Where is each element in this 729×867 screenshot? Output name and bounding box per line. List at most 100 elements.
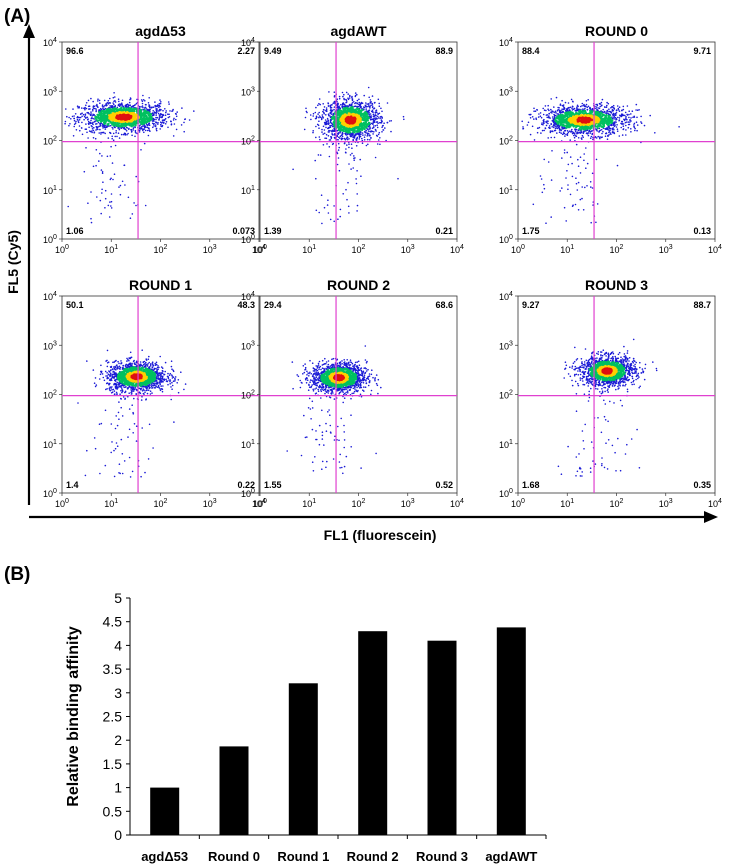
event-dot — [140, 106, 142, 108]
event-dot — [101, 188, 103, 191]
event-dot — [155, 361, 158, 364]
event-dot — [625, 129, 627, 131]
event-dot — [146, 126, 148, 128]
event-dot — [554, 110, 557, 113]
event-dot — [106, 365, 109, 368]
tick-label: 103 — [401, 244, 415, 255]
event-dot — [309, 114, 312, 116]
event-dot — [318, 116, 320, 119]
event-dot — [535, 118, 538, 121]
event-dot — [183, 121, 185, 124]
quadrant-ur: 88.9 — [435, 46, 453, 56]
event-dot — [608, 134, 610, 136]
event-dot — [129, 104, 132, 106]
event-dot — [351, 99, 354, 102]
event-dot — [363, 136, 366, 138]
event-dot — [317, 124, 320, 127]
event-dot — [150, 107, 153, 109]
tick-label: 100 — [253, 244, 267, 255]
event-dot — [103, 379, 106, 382]
event-dot — [133, 202, 135, 204]
event-dot — [132, 390, 135, 392]
event-dot — [319, 103, 322, 106]
event-dot — [101, 373, 104, 375]
event-dot — [141, 105, 144, 107]
event-dot — [550, 108, 552, 111]
event-dot — [570, 130, 573, 132]
event-dot — [329, 218, 332, 221]
event-dot — [146, 365, 149, 367]
event-dot — [356, 204, 359, 207]
event-dot — [90, 221, 93, 224]
event-dot — [158, 118, 160, 121]
event-dot — [553, 111, 555, 114]
event-dot — [575, 110, 577, 112]
event-dot — [589, 132, 591, 134]
event-dot — [102, 125, 104, 127]
plot-title: agdAWT — [331, 23, 387, 39]
tick-label: 101 — [43, 439, 57, 450]
event-dot — [83, 118, 85, 121]
event-dot — [111, 389, 113, 391]
event-dot — [127, 436, 129, 438]
event-dot — [329, 105, 332, 108]
event-dot — [325, 107, 328, 109]
event-dot — [317, 104, 319, 107]
event-dot — [159, 128, 161, 130]
event-dot — [161, 124, 164, 127]
event-dot — [627, 121, 630, 123]
event-dot — [610, 112, 613, 114]
event-dot — [95, 108, 97, 110]
tick-label: 102 — [43, 390, 57, 401]
event-dot — [608, 108, 610, 110]
event-dot — [599, 136, 601, 138]
event-dot — [340, 103, 342, 106]
event-dot — [164, 123, 167, 125]
tick-label: 101 — [104, 498, 118, 509]
event-dot — [565, 220, 567, 222]
event-dot — [606, 138, 609, 140]
event-dot — [119, 184, 122, 187]
event-dot — [120, 127, 122, 129]
event-dot — [555, 127, 558, 129]
event-dot — [117, 360, 119, 363]
event-dot — [100, 133, 102, 135]
event-dot — [77, 120, 79, 122]
event-dot — [74, 122, 77, 124]
event-dot — [549, 117, 551, 119]
event-dot — [358, 98, 360, 101]
event-dot — [340, 137, 343, 139]
event-dot — [159, 355, 161, 358]
event-dot — [369, 99, 372, 101]
event-dot — [572, 101, 574, 103]
event-dot — [161, 377, 164, 379]
event-dot — [585, 147, 587, 149]
event-dot — [606, 104, 608, 107]
event-dot — [354, 92, 357, 94]
event-dot — [114, 447, 117, 450]
event-dot — [141, 349, 143, 352]
event-dot — [581, 197, 583, 200]
event-dot — [87, 120, 90, 123]
event-dot — [168, 103, 170, 105]
event-dot — [161, 390, 164, 393]
event-dot — [122, 365, 124, 367]
event-dot — [152, 126, 154, 129]
event-dot — [378, 131, 381, 134]
event-dot — [323, 106, 326, 108]
event-dot — [318, 120, 320, 122]
event-dot — [635, 103, 638, 106]
event-dot — [367, 130, 370, 132]
event-dot — [147, 358, 150, 361]
event-dot — [135, 425, 138, 428]
event-dot — [600, 101, 603, 104]
event-dot — [172, 108, 174, 111]
event-dot — [119, 366, 122, 369]
event-dot — [106, 372, 108, 374]
event-dot — [627, 123, 630, 126]
event-dot — [93, 131, 96, 133]
event-dot — [605, 106, 608, 108]
event-dot — [140, 399, 143, 401]
event-dot — [112, 368, 114, 371]
event-dot — [153, 387, 156, 389]
